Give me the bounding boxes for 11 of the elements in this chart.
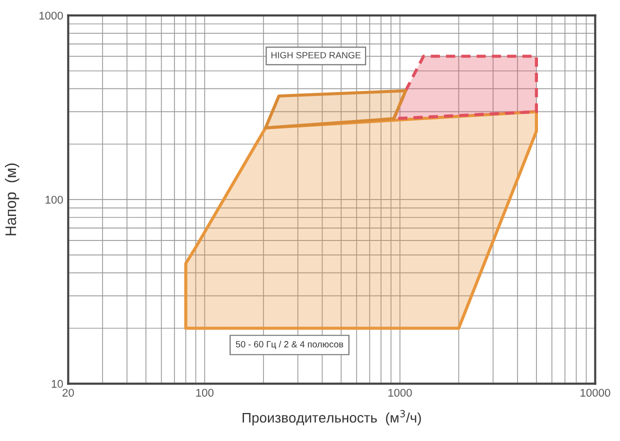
annotation: HIGH SPEED RANGE — [271, 52, 361, 58]
y-tick-label: 1000 — [39, 12, 63, 20]
y-axis-title: Напор (м) — [4, 164, 20, 236]
x-tick-label: 10000 — [580, 388, 610, 397]
x-tick-label: 20 — [62, 388, 74, 397]
y-tick-label: 100 — [46, 196, 63, 204]
x-tick-label: 100 — [196, 388, 214, 397]
annotation: 50 - 60 Гц / 2 & 4 полюсов — [236, 340, 344, 350]
x-axis-title: Производительность (м$^{3}$/ч) — [242, 410, 421, 426]
y-tick-label: 10 — [52, 380, 63, 388]
x-tick-label: 1000 — [388, 388, 412, 397]
